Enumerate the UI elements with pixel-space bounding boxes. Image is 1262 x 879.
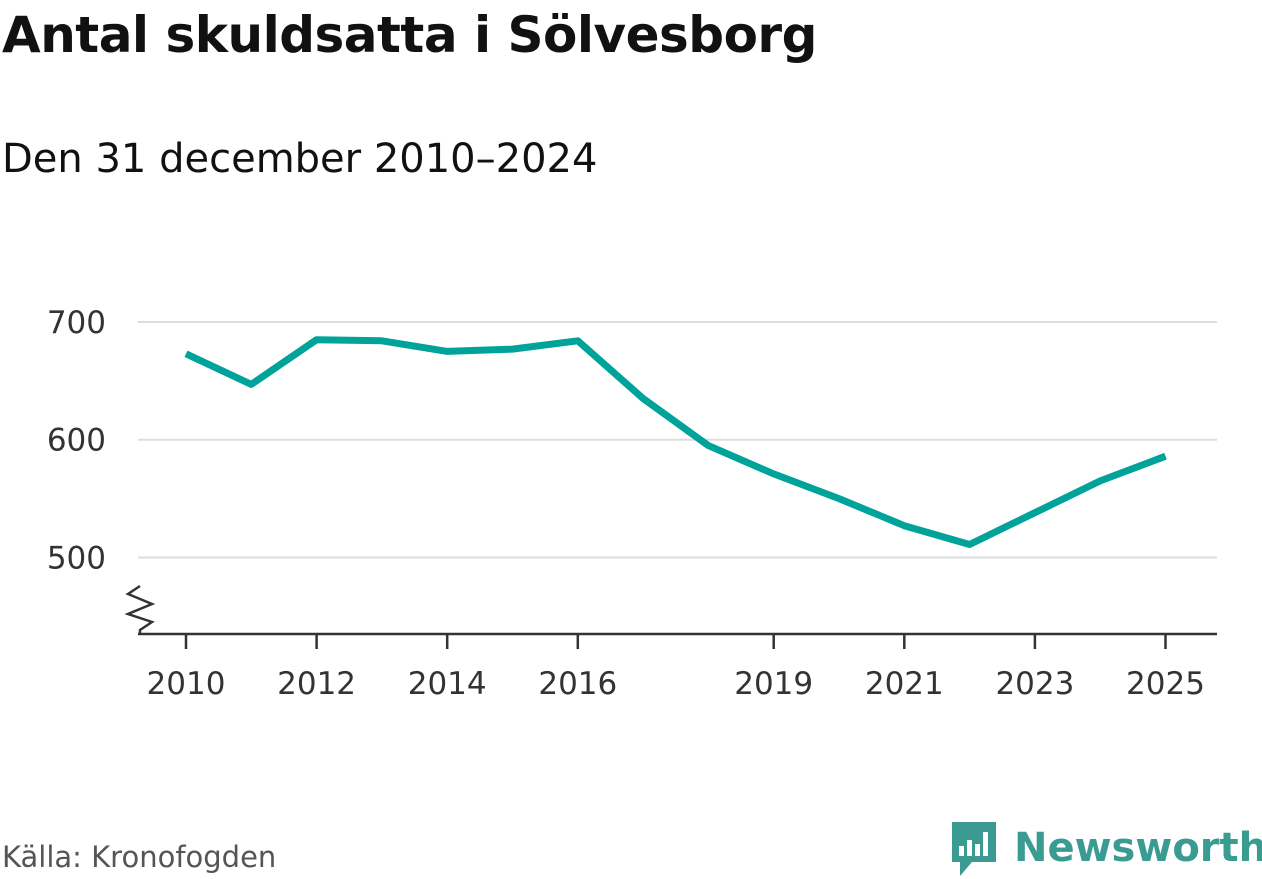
data-point-2022 (966, 541, 973, 548)
x-tick-label-2016: 2016 (538, 666, 617, 702)
data-point-2020 (836, 495, 843, 502)
data-point-2015 (509, 346, 516, 353)
chart-subtitle: Den 31 december 2010–2024 (2, 136, 598, 182)
newsworthy-logo[interactable]: Newsworthy (950, 818, 1262, 878)
data-point-2016 (574, 337, 581, 344)
x-tick-label-2025: 2025 (1126, 666, 1205, 702)
newsworthy-logo-icon (952, 822, 996, 876)
gridlines (138, 321, 1217, 559)
y-tick-label-700: 700 (47, 305, 106, 341)
data-point-2018 (705, 442, 712, 449)
data-point-2012 (313, 336, 320, 343)
axis-break-icon (124, 584, 156, 634)
data-point-2010 (183, 350, 190, 357)
series-line-0 (184, 336, 1167, 548)
x-tick-label-2023: 2023 (995, 666, 1074, 702)
x-axis: 2010 2012 2014 2016 2019 2021 2023 2025 (124, 584, 1217, 702)
data-point-2021 (901, 522, 908, 529)
y-axis-ticks: 500 600 700 (47, 305, 106, 576)
x-tick-label-2012: 2012 (277, 666, 356, 702)
data-point-2011 (248, 381, 255, 388)
series-group (183, 336, 1169, 548)
data-point-2019 (770, 470, 777, 477)
data-point-2025 (1162, 453, 1169, 460)
data-point-2017 (640, 395, 647, 402)
x-tick-label-2014: 2014 (408, 666, 487, 702)
brand-name: Newsworthy (1014, 825, 1262, 871)
data-point-2013 (378, 337, 385, 344)
x-tick-label-2019: 2019 (734, 666, 813, 702)
data-point-2023 (1031, 509, 1038, 516)
chart-title: Antal skuldsatta i Sölvesborg (2, 6, 817, 64)
data-point-2024 (1097, 477, 1104, 484)
y-tick-label-600: 600 (47, 423, 106, 459)
data-point-2014 (444, 348, 451, 355)
source-note: Källa: Kronofogden (2, 840, 277, 874)
x-tick-label-2021: 2021 (865, 666, 944, 702)
x-tick-label-2010: 2010 (147, 666, 226, 702)
y-tick-label-500: 500 (47, 540, 106, 576)
